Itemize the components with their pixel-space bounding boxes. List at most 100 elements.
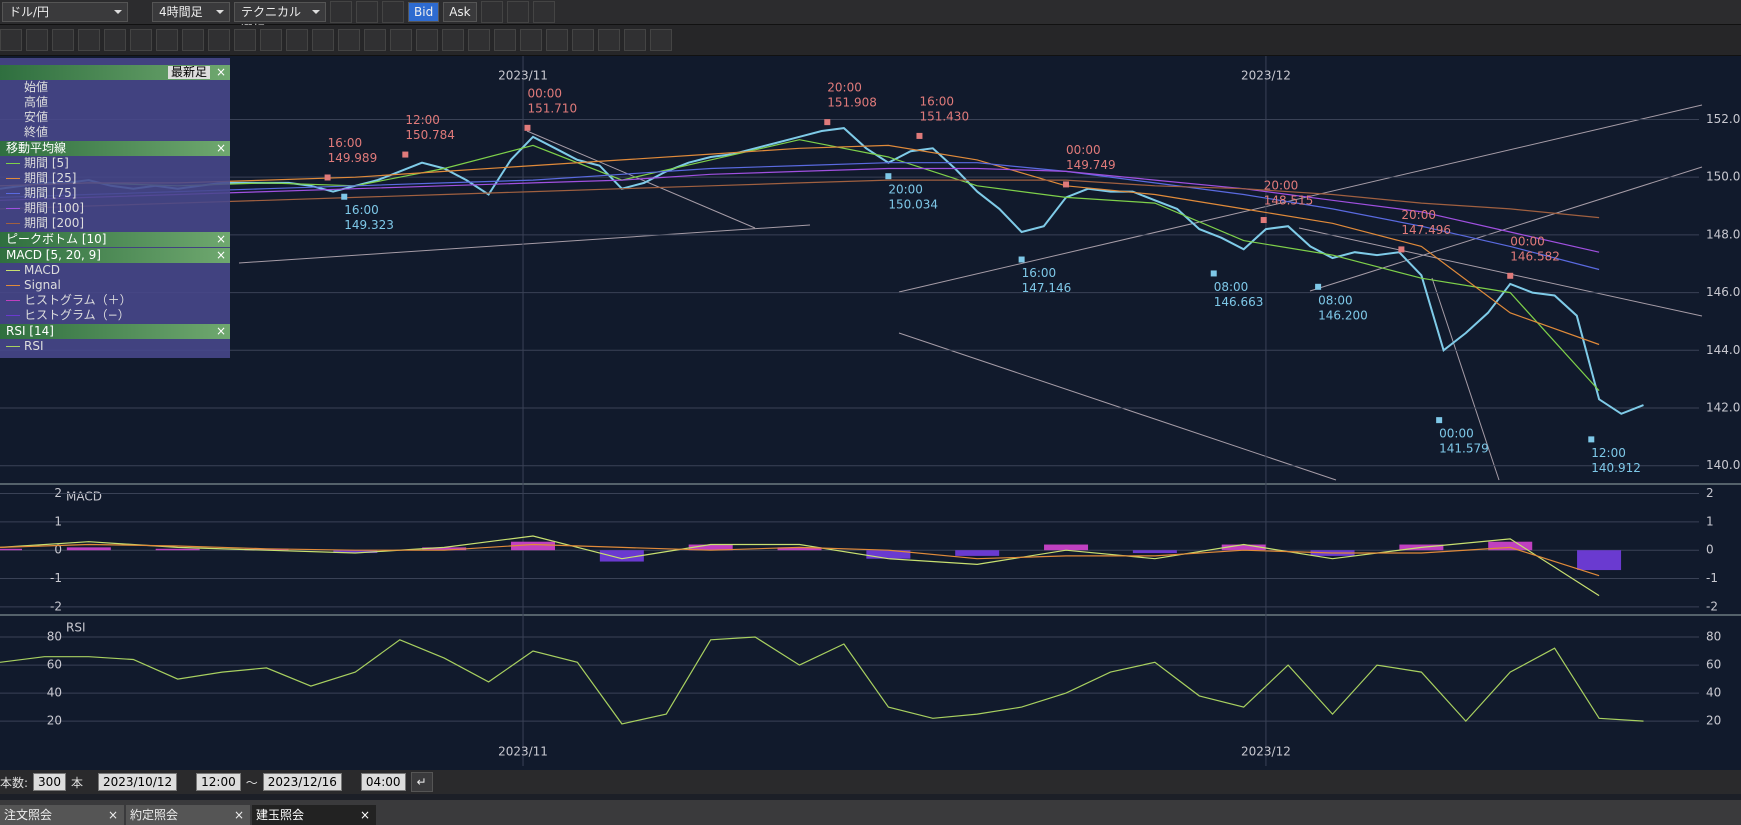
trend-line [898,104,1703,293]
technical-select[interactable]: テクニカル選択 [234,2,326,37]
timeframe: 4時間足 [159,5,203,19]
y-tick-label: 152.00 [1706,112,1741,126]
histogram-bar [866,550,911,559]
legend-label: MACD [24,263,60,277]
tool-button[interactable] [52,29,74,51]
tool-button[interactable] [312,29,334,51]
to-date[interactable]: 2023/12/16 [262,773,342,791]
legend-label: 期間 [200] [24,216,85,230]
peak-bottom-marker [1260,217,1267,224]
legend-entry: 期間 [5] [0,156,230,171]
tool-button[interactable] [506,1,529,23]
tab[interactable]: 注文照会 × [0,805,124,825]
legend-swatch [6,178,20,179]
to-time[interactable]: 04:00 [360,773,406,791]
tool-button[interactable] [442,29,464,51]
tool-button[interactable] [234,29,256,51]
legend-swatch [6,270,20,271]
legend-entry: 期間 [25] [0,171,230,186]
annotation-value: 150.784 [405,128,455,142]
tool-button[interactable] [330,1,352,23]
peak-bottom-marker [1063,181,1070,188]
close[interactable]: × [215,248,226,262]
tool-button[interactable] [156,29,178,51]
tool-button[interactable] [532,1,555,23]
tool-button[interactable] [286,29,308,51]
tool-button[interactable] [0,29,22,51]
ask-button[interactable]: Ask [443,2,477,22]
y-tick-label: 1 [54,514,62,528]
peak-bottom-marker [1315,283,1322,290]
legend-entry: Signal [0,278,230,293]
count-label: 本数: [0,775,29,790]
legend-header: ピークボトム [10] × [0,232,230,247]
range-bar: 本数: 300 本 2023/10/12 12:00 ～ 2023/12/16 … [0,770,1741,794]
histogram-bar [244,548,289,551]
annotation-time: 20:00 [888,183,923,197]
tool-button[interactable] [338,29,360,51]
peak-bottom-marker [341,193,348,200]
tool-button[interactable] [182,29,204,51]
tool-button[interactable] [382,1,404,23]
tool-button[interactable] [260,29,282,51]
peak-bottom-marker [885,173,892,180]
annotation-time: 00:00 [1439,427,1474,441]
histogram-bar [777,547,822,551]
x-tick-label: 2023/12 [1241,745,1291,759]
tool-button[interactable] [356,1,378,23]
close[interactable]: × [215,65,226,79]
annotation-value: 146.200 [1318,308,1368,322]
tab[interactable]: 約定照会 × [126,805,250,825]
tab[interactable]: 建玉照会 × [252,805,376,825]
annotation-time: 00:00 [527,86,562,100]
trend-line [1431,277,1500,481]
bid-button[interactable]: Bid [408,2,440,22]
tool-button[interactable] [416,29,438,51]
tool-button[interactable] [468,29,490,51]
tool-button[interactable] [26,29,48,51]
tool-button[interactable] [364,29,386,51]
tool-button[interactable] [650,29,672,51]
y-tick-label: 60 [1706,658,1721,672]
header-text: RSI [14] [6,324,54,338]
count-input[interactable]: 300 [33,773,66,791]
tool-button[interactable] [494,29,516,51]
panel-title: MACD [66,490,102,504]
tool-button[interactable] [546,29,568,51]
refresh-button[interactable]: ↵ [410,772,433,792]
indicator-line [0,543,1600,577]
latest-button[interactable]: 最新足 [167,66,210,79]
ohlc-label: 安値 [24,110,49,124]
tool-button[interactable] [130,29,152,51]
histogram-bar [599,550,644,562]
legend-header: RSI [14] × [0,324,230,339]
from-date[interactable]: 2023/10/12 [97,773,178,791]
y-tick-label: -1 [50,571,62,585]
peak-bottom-marker [1018,256,1025,263]
timeframe-select[interactable]: 4時間足 [152,2,230,22]
tool-button[interactable] [390,29,412,51]
legend-swatch [6,300,20,301]
tool-button[interactable] [520,29,542,51]
annotation-value: 147.146 [1022,281,1072,295]
close[interactable]: × [215,324,226,338]
tool-button[interactable] [598,29,620,51]
annotation-value: 148.515 [1264,194,1314,208]
annotation-time: 08:00 [1318,293,1353,307]
close[interactable]: × [215,232,226,246]
tool-button[interactable] [572,29,594,51]
legend-swatch [6,163,20,164]
annotation-value: 150.034 [888,198,938,212]
tool-button[interactable] [624,29,646,51]
close[interactable]: × [215,141,226,155]
tool-button[interactable] [208,29,230,51]
legend-entry: ヒストグラム（＋） [0,293,230,308]
trend-lines [238,104,1703,481]
pair-select[interactable]: ドル/円 [2,2,128,22]
tool-button[interactable] [104,29,126,51]
tool-button[interactable] [78,29,100,51]
y-tick-label: -2 [50,599,62,613]
legend-label: 期間 [75] [24,186,77,200]
tool-button[interactable] [480,1,503,23]
from-time[interactable]: 12:00 [196,773,241,791]
